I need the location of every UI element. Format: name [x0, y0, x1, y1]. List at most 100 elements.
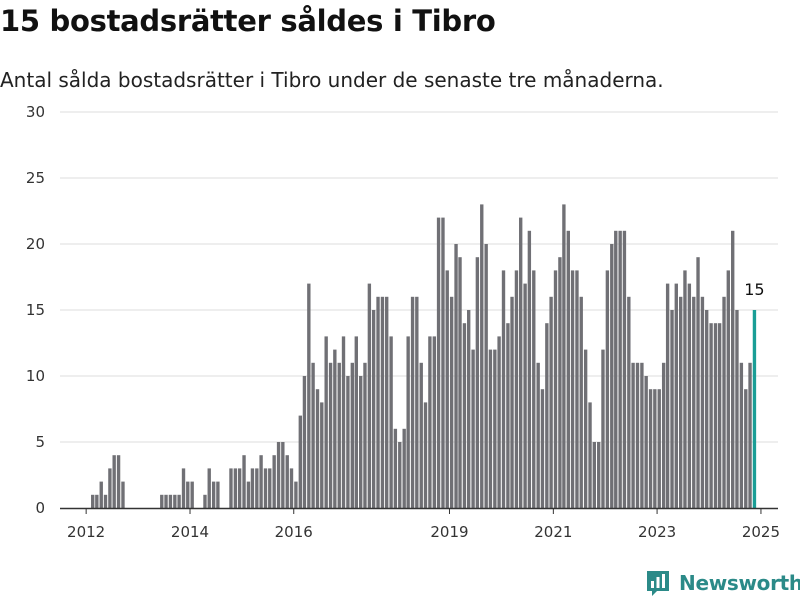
y-tick-label: 25: [26, 169, 45, 187]
bar: [190, 481, 194, 508]
bar: [380, 296, 385, 508]
y-tick-label: 0: [35, 499, 45, 517]
bar: [449, 296, 454, 508]
bar: [250, 468, 255, 508]
bar: [748, 362, 752, 508]
bar: [95, 494, 99, 508]
bar: [484, 244, 488, 508]
bar: [177, 494, 181, 508]
bar: [272, 455, 276, 508]
bar: [359, 376, 363, 508]
bar: [181, 468, 186, 508]
bar: [302, 376, 307, 508]
bar: [367, 283, 372, 508]
bar: [583, 349, 588, 508]
y-tick-label: 10: [26, 367, 45, 385]
bar: [488, 349, 493, 508]
brand-name: Newsworthy: [679, 571, 800, 595]
bar: [687, 283, 692, 508]
x-tick-label: 2014: [171, 523, 209, 541]
bar: [311, 362, 315, 508]
bar: [246, 481, 251, 508]
bar: [648, 389, 653, 508]
bar: [350, 362, 355, 508]
bar: [709, 323, 713, 508]
bar-latest: [752, 310, 757, 508]
y-tick-label: 20: [26, 235, 45, 253]
bar: [402, 428, 406, 508]
bar: [263, 468, 268, 508]
bar: [454, 244, 458, 508]
bar: [705, 310, 709, 508]
bar: [112, 455, 116, 508]
bar: [540, 389, 545, 508]
bar: [320, 402, 324, 508]
bar: [441, 217, 445, 508]
bar: [363, 362, 367, 508]
bar: [665, 283, 670, 508]
bar: [207, 468, 211, 508]
bar: [410, 296, 415, 508]
bar: [527, 230, 532, 509]
grid-lines: [60, 111, 778, 443]
bar: [289, 468, 294, 508]
bar: [610, 244, 614, 508]
y-tick-label: 30: [26, 103, 45, 121]
bar: [233, 468, 238, 508]
bar: [406, 336, 410, 508]
newsworthy-logo-icon: [647, 571, 669, 596]
bar: [108, 468, 112, 508]
bar: [211, 481, 216, 508]
bar: [116, 455, 121, 508]
bar: [579, 296, 583, 508]
brand-logo: Newsworthy: [645, 569, 800, 597]
bar: [229, 468, 233, 508]
bar: [458, 257, 462, 508]
bar: [341, 336, 346, 508]
bar: [744, 389, 748, 508]
bar: [696, 257, 700, 508]
bar: [532, 270, 536, 508]
bar: [661, 362, 666, 508]
bar: [731, 230, 735, 509]
x-tick-label: 2023: [638, 523, 676, 541]
bar: [570, 270, 575, 508]
bar: [735, 310, 739, 508]
bar: [436, 217, 441, 508]
bar: [631, 362, 635, 508]
bar: [493, 349, 497, 508]
chart-title: 15 bostadsrätter såldes i Tibro: [0, 4, 496, 38]
bar: [653, 389, 657, 508]
bar: [398, 442, 402, 508]
bar: [605, 270, 610, 508]
bar: [423, 402, 428, 508]
bar: [519, 217, 523, 508]
bar: [393, 428, 398, 508]
bar: [713, 323, 718, 508]
bar: [276, 442, 281, 508]
bar: [419, 362, 423, 508]
bar: [281, 442, 285, 508]
x-tick-label: 2021: [534, 523, 572, 541]
bar: [315, 389, 320, 508]
bar: [722, 296, 726, 508]
bar: [480, 204, 484, 508]
bar: [385, 296, 389, 508]
bar: [510, 296, 514, 508]
bar: [376, 296, 380, 508]
chart-subtitle: Antal sålda bostadsrätter i Tibro under …: [0, 68, 664, 92]
bar: [627, 296, 631, 508]
bar: [622, 230, 627, 509]
x-tick-label: 2016: [275, 523, 313, 541]
x-tick-label: 2012: [67, 523, 105, 541]
bar: [657, 389, 661, 508]
bar: [726, 270, 730, 508]
bar: [566, 230, 570, 509]
bar: [635, 362, 640, 508]
bar: [259, 455, 263, 508]
bar: [467, 310, 471, 508]
bar: [307, 283, 311, 508]
bar: [173, 494, 177, 508]
bar: [203, 494, 207, 508]
